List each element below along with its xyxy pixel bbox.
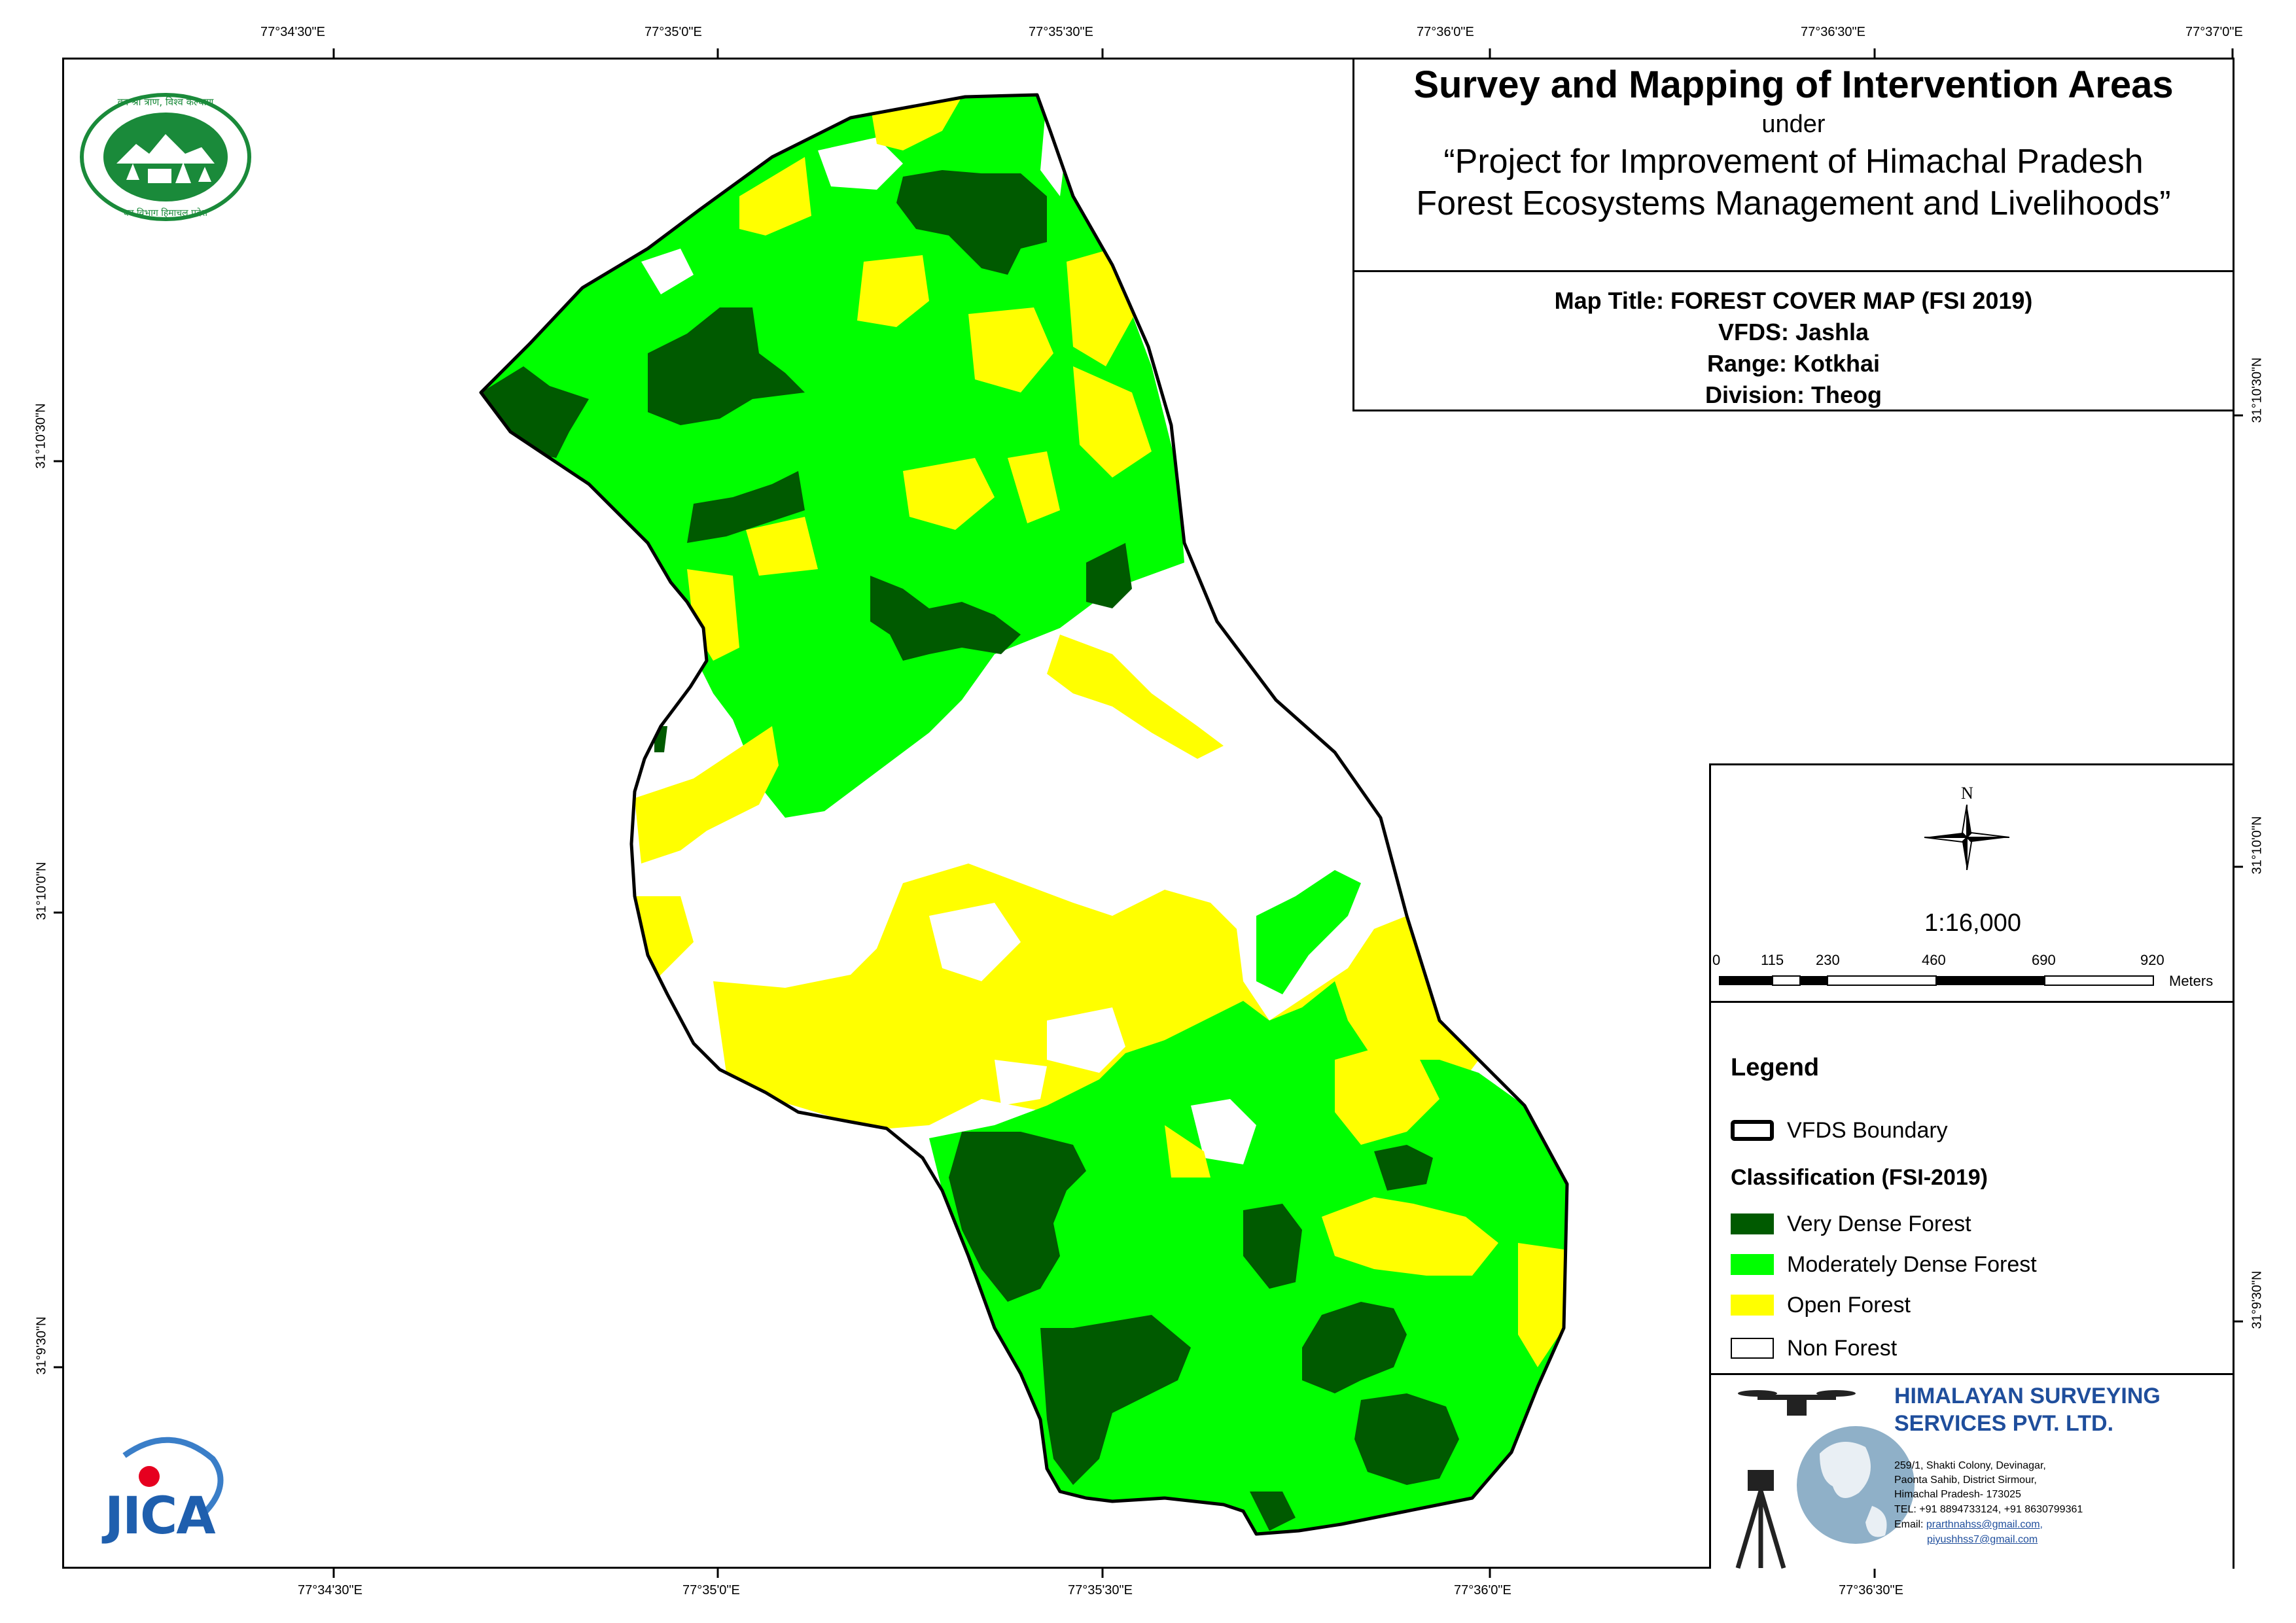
legend-item-non-forest: Non Forest [1731, 1335, 1897, 1361]
north-label: N [1961, 784, 1973, 803]
title-panel: Survey and Mapping of Intervention Areas… [1352, 60, 2233, 272]
bottom-lon-label: 77°35'30"E [1068, 1583, 1133, 1597]
jica-logo-text: JICA [105, 1487, 216, 1546]
scale-tick: 230 [1816, 952, 1840, 968]
bottom-lon-label: 77°35'0"E [682, 1583, 740, 1597]
classification-title: Classification (FSI-2019) [1731, 1165, 1988, 1190]
legend-swatch [1731, 1254, 1774, 1275]
legend-label: Moderately Dense Forest [1787, 1251, 2037, 1277]
title-under: under [1761, 111, 1826, 138]
company-name-line1: HIMALAYAN SURVEYING [1894, 1384, 2161, 1408]
scale-tick: 0 [1712, 952, 1721, 968]
legend-item-moderately-dense: Moderately Dense Forest [1731, 1251, 2037, 1278]
jica-logo: JICA [98, 1429, 245, 1547]
legend-item-open: Open Forest [1731, 1292, 1911, 1318]
vfds-boundary [479, 93, 1569, 1536]
legend-item-boundary: VFDS Boundary [1731, 1117, 1948, 1143]
top-lon-label: 77°34'30"E [260, 25, 325, 39]
email-link-1[interactable]: prarthnahss@gmail.com, [1926, 1519, 2043, 1530]
scale-tick: 920 [2140, 952, 2164, 968]
project-line-2: Forest Ecosystems Management and Livelih… [1416, 184, 2171, 222]
company-name-line2: SERVICES PVT. LTD. [1894, 1411, 2114, 1436]
email-link-2[interactable]: piyushhss7@gmail.com [1927, 1534, 2038, 1545]
bottom-lon-label: 77°34'30"E [298, 1583, 362, 1597]
company-address-1: 259/1, Shakti Colony, Devinagar, [1894, 1460, 2046, 1471]
legend-swatch [1731, 1295, 1774, 1316]
scale-ratio: 1:16,000 [1924, 909, 2021, 937]
hp-forest-logo: वन श्री त्राण, विश्व कल्याण वन विभाग हिम… [77, 92, 254, 222]
north-arrow-icon [1924, 805, 2009, 870]
range-name: Range: Kotkhai [1706, 350, 1881, 377]
legend-label: Very Dense Forest [1787, 1211, 1971, 1236]
surveyor-drone-globe-icon [1735, 1390, 1915, 1569]
legend-label: VFDS Boundary [1787, 1117, 1948, 1143]
bottom-lon-label: 77°36'0"E [1454, 1583, 1511, 1597]
top-lon-label: 77°36'30"E [1801, 25, 1865, 39]
legend-swatch [1731, 1120, 1774, 1141]
top-lon-label: 77°37'0"E [2185, 25, 2243, 39]
map-info-panel: Map Title: FOREST COVER MAP (FSI 2019) V… [1352, 270, 2233, 411]
email-prefix: Email: [1894, 1519, 1924, 1530]
legend-swatch [1731, 1338, 1774, 1359]
vfds-name: VFDS: Jashla [1718, 319, 1869, 345]
scale-tick: 460 [1922, 952, 1946, 968]
top-lon-label: 77°35'0"E [645, 25, 702, 39]
scale-tick: 115 [1761, 952, 1784, 968]
scale-panel: N 1:16,000 0 115 230 460 690 920 Meters [1709, 763, 2233, 1003]
company-address-2: Paonta Sahib, District Sirmour, [1894, 1475, 2037, 1486]
hp-forest-logo-top-text: वन श्री त्राण, विश्व कल्याण [117, 96, 214, 108]
legend-label: Non Forest [1787, 1335, 1898, 1361]
company-tel: TEL: +91 8894733124, +91 8630799361 [1894, 1504, 2083, 1515]
map-frame [62, 58, 2234, 1569]
legend-panel: Legend VFDS Boundary Classification (FSI… [1709, 1001, 2233, 1375]
legend-swatch [1731, 1213, 1774, 1234]
map-title: Map Title: FOREST COVER MAP (FSI 2019) [1554, 287, 2033, 314]
top-lon-label: 77°36'0"E [1417, 25, 1474, 39]
legend-item-very-dense: Very Dense Forest [1731, 1211, 1971, 1237]
bottom-lon-label: 77°36'30"E [1839, 1583, 1903, 1597]
legend-label: Open Forest [1787, 1292, 1911, 1318]
main-title: Survey and Mapping of Intervention Areas [1413, 63, 2174, 106]
scale-unit: Meters [2169, 973, 2214, 989]
scale-bar [1719, 975, 2154, 986]
company-panel: HIMALAYAN SURVEYING SERVICES PVT. LTD. 2… [1709, 1373, 2233, 1569]
company-email-row: Email: prarthnahss@gmail.com, [1894, 1518, 2043, 1531]
division-name: Division: Theog [1705, 381, 1882, 408]
hp-forest-logo-bottom-text: वन विभाग हिमाचल प्रदेश [123, 208, 208, 218]
legend-title: Legend [1731, 1054, 1820, 1081]
top-lon-label: 77°35'30"E [1029, 25, 1093, 39]
company-address-3: Himachal Pradesh- 173025 [1894, 1489, 2021, 1500]
project-line-1: “Project for Improvement of Himachal Pra… [1443, 143, 2144, 181]
scale-tick: 690 [2032, 952, 2056, 968]
